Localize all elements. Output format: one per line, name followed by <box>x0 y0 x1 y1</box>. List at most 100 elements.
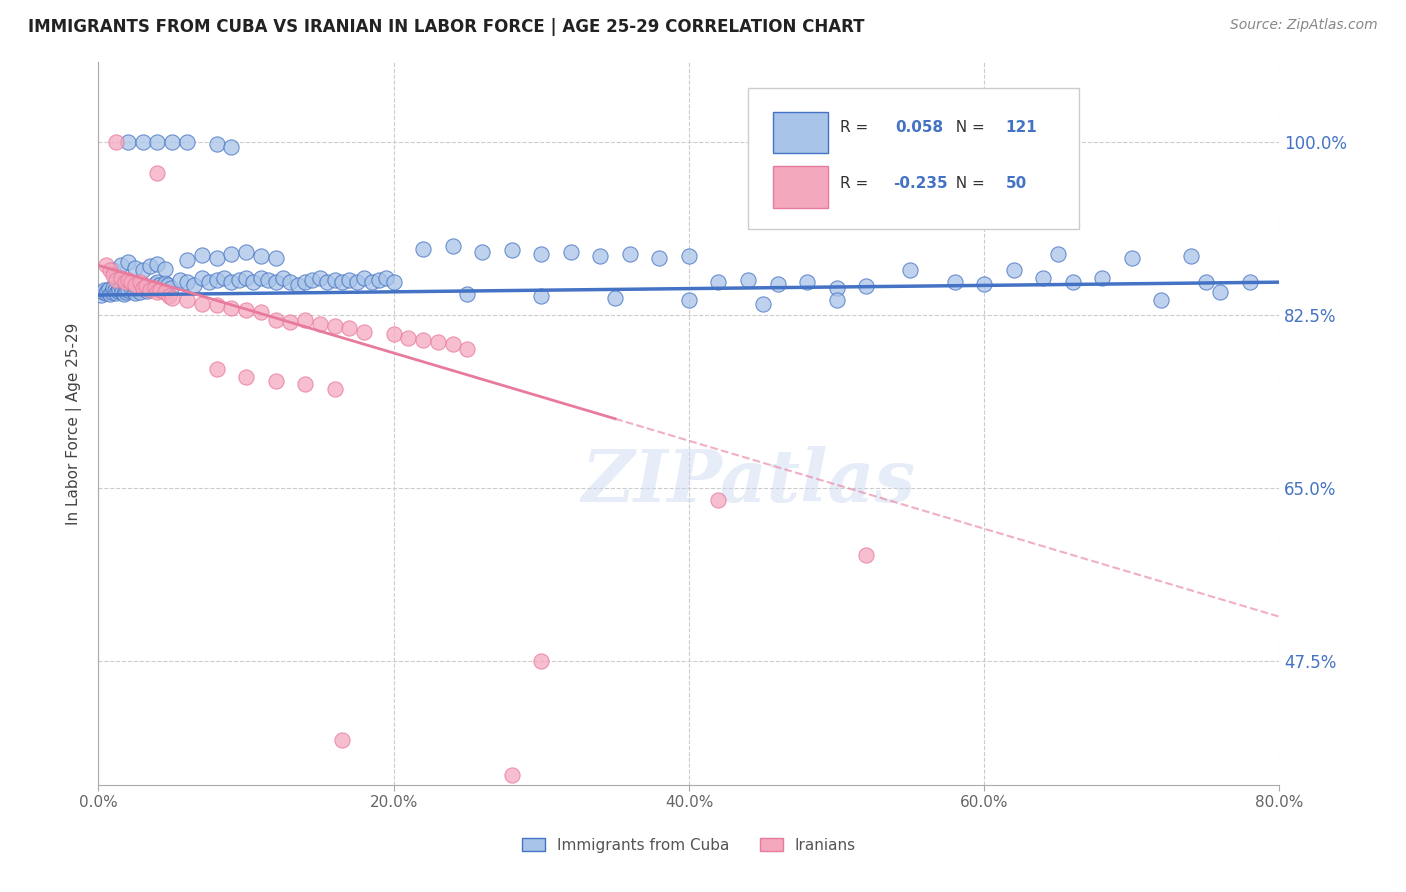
Point <box>855 279 877 293</box>
Point <box>280 315 302 329</box>
Point <box>501 768 523 782</box>
Point <box>235 245 257 260</box>
Point <box>148 278 170 293</box>
Point <box>146 275 169 289</box>
Point <box>589 249 612 263</box>
Point <box>105 286 128 301</box>
Point <box>128 285 150 299</box>
Point <box>132 281 155 295</box>
Point <box>221 301 243 315</box>
Point <box>412 242 434 256</box>
Point <box>191 248 214 262</box>
Point <box>110 280 132 294</box>
Point <box>176 135 198 149</box>
Point <box>323 318 346 333</box>
Point <box>198 275 221 289</box>
Text: 50: 50 <box>1005 177 1026 191</box>
Point <box>120 275 142 289</box>
Point <box>264 374 287 388</box>
Point <box>115 285 138 299</box>
Point <box>1121 252 1143 266</box>
Point <box>309 271 332 285</box>
Point <box>136 284 159 298</box>
Point <box>114 275 136 289</box>
Point <box>139 283 162 297</box>
Point <box>110 258 132 272</box>
Point <box>427 334 450 349</box>
Point <box>280 275 302 289</box>
Point <box>191 271 214 285</box>
Point <box>973 277 995 292</box>
Legend: Immigrants from Cuba, Iranians: Immigrants from Cuba, Iranians <box>515 830 863 861</box>
Point <box>205 362 228 376</box>
Point <box>707 275 730 289</box>
Point <box>287 278 309 293</box>
Point <box>228 273 250 287</box>
FancyBboxPatch shape <box>773 167 828 208</box>
Point <box>1046 247 1070 261</box>
Point <box>104 283 127 297</box>
Text: N =: N = <box>946 120 990 135</box>
Point <box>471 245 494 260</box>
Point <box>128 275 150 289</box>
Text: -0.235: -0.235 <box>893 177 948 191</box>
Point <box>98 287 121 301</box>
Point <box>183 278 205 293</box>
Point <box>257 273 280 287</box>
Point <box>143 281 166 295</box>
Text: N =: N = <box>946 177 990 191</box>
Point <box>114 283 136 297</box>
Point <box>648 252 671 266</box>
Point <box>146 257 169 271</box>
Point <box>117 135 139 149</box>
Point <box>457 287 479 301</box>
Text: IMMIGRANTS FROM CUBA VS IRANIAN IN LABOR FORCE | AGE 25-29 CORRELATION CHART: IMMIGRANTS FROM CUBA VS IRANIAN IN LABOR… <box>28 18 865 36</box>
Point <box>264 312 287 326</box>
Point <box>159 281 181 295</box>
Point <box>103 268 125 283</box>
Point <box>212 271 235 285</box>
Point <box>457 343 479 357</box>
Point <box>530 247 553 261</box>
Point <box>117 273 139 287</box>
Point <box>441 238 464 252</box>
Point <box>316 275 339 289</box>
Point <box>125 282 148 296</box>
Point <box>605 291 627 305</box>
Point <box>1032 271 1054 285</box>
Point <box>235 302 257 317</box>
Point <box>368 273 391 287</box>
Point <box>96 284 118 298</box>
Point <box>149 283 172 297</box>
Point <box>146 135 169 149</box>
Point <box>353 325 375 339</box>
Point <box>323 382 346 396</box>
Point <box>375 271 398 285</box>
Y-axis label: In Labor Force | Age 25-29: In Labor Force | Age 25-29 <box>66 323 83 524</box>
Point <box>221 139 243 153</box>
Point <box>176 275 198 289</box>
Point <box>153 285 176 299</box>
Point <box>707 492 730 507</box>
Point <box>117 255 139 269</box>
Point <box>382 326 405 341</box>
Point <box>141 280 163 294</box>
Point <box>112 287 135 301</box>
Point <box>132 135 155 149</box>
Point <box>530 289 553 303</box>
Point <box>501 244 523 258</box>
Point <box>323 273 346 287</box>
Point <box>132 281 155 295</box>
Point <box>100 285 122 299</box>
Point <box>105 135 128 149</box>
Point <box>221 247 243 261</box>
Point <box>1209 285 1232 299</box>
Point <box>97 282 120 296</box>
Point <box>271 271 294 285</box>
Point <box>139 260 162 274</box>
Point <box>150 280 173 294</box>
Point <box>205 273 228 287</box>
Point <box>93 283 115 297</box>
Point <box>441 336 464 351</box>
Point <box>398 330 420 344</box>
